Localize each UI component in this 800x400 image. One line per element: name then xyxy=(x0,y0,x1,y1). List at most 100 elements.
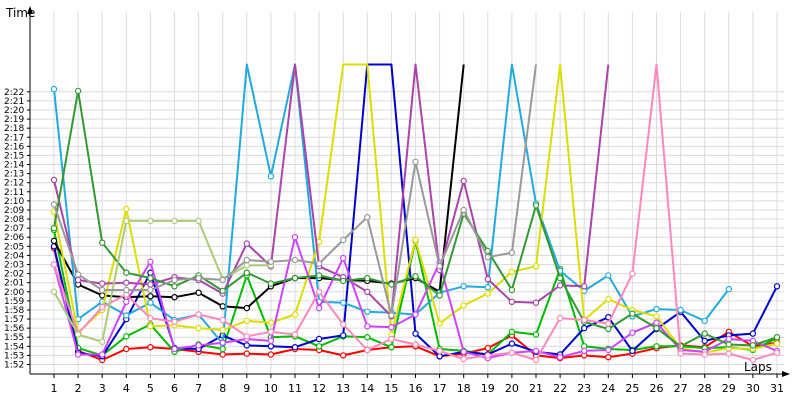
data-point xyxy=(725,341,733,348)
data-point xyxy=(219,326,226,334)
y-tick-label: 2:13 xyxy=(4,170,24,180)
x-tick-label: 11 xyxy=(288,382,302,395)
data-point xyxy=(243,350,250,357)
data-point xyxy=(315,335,323,343)
data-point xyxy=(219,339,226,346)
data-point xyxy=(653,324,660,332)
data-point xyxy=(532,347,540,355)
data-point xyxy=(50,201,58,208)
data-point xyxy=(147,217,154,225)
x-tick-label: 23 xyxy=(577,382,591,395)
x-tick-label: 14 xyxy=(360,382,374,395)
data-point xyxy=(556,274,564,282)
data-point xyxy=(291,256,299,264)
data-point xyxy=(773,334,781,341)
data-point xyxy=(147,299,154,306)
data-point xyxy=(219,276,226,284)
data-point xyxy=(484,275,491,283)
x-tick-label: 20 xyxy=(505,382,519,395)
data-point xyxy=(291,331,299,338)
data-point xyxy=(605,325,612,333)
y-tick-label: 1:53 xyxy=(4,351,24,361)
data-point xyxy=(532,263,540,270)
data-point xyxy=(74,271,82,278)
y-tick-label: 2:18 xyxy=(4,124,24,134)
data-point xyxy=(773,349,781,356)
data-point xyxy=(147,258,154,265)
data-point xyxy=(484,254,491,261)
data-point xyxy=(171,318,178,325)
data-point xyxy=(315,260,323,267)
data-point xyxy=(340,254,347,262)
x-tick-label: 21 xyxy=(529,382,543,395)
data-point xyxy=(147,274,154,282)
data-point xyxy=(291,274,299,282)
y-tick-label: 2:21 xyxy=(4,97,24,107)
data-point xyxy=(460,177,467,185)
x-tick-label: 26 xyxy=(650,382,664,395)
y-tick-label: 2:09 xyxy=(4,206,24,216)
data-point xyxy=(388,324,395,331)
data-point xyxy=(340,332,347,339)
data-point xyxy=(98,239,106,246)
data-point xyxy=(605,320,612,327)
y-tick-label: 2:04 xyxy=(4,251,24,261)
x-tick-label: 17 xyxy=(433,382,447,395)
data-point xyxy=(315,272,323,279)
y-tick-label: 2:10 xyxy=(4,197,24,207)
data-point xyxy=(508,249,516,256)
data-point xyxy=(98,292,106,299)
data-point xyxy=(653,319,660,326)
data-point xyxy=(98,280,106,287)
data-point xyxy=(74,351,82,358)
data-point xyxy=(412,158,419,165)
data-point xyxy=(340,352,347,359)
data-point xyxy=(605,346,612,354)
data-point xyxy=(267,173,275,180)
data-point xyxy=(195,289,202,296)
data-point xyxy=(412,311,419,318)
data-point xyxy=(243,304,250,312)
data-point xyxy=(484,352,491,359)
data-point xyxy=(123,217,130,225)
data-point xyxy=(171,276,178,284)
data-point xyxy=(123,279,130,286)
data-point xyxy=(195,311,202,318)
data-point xyxy=(123,333,130,340)
data-point xyxy=(123,205,130,213)
data-point xyxy=(460,348,467,355)
data-point xyxy=(581,283,588,290)
data-point xyxy=(581,324,588,332)
data-point xyxy=(74,87,82,95)
data-point xyxy=(364,308,371,315)
data-point xyxy=(388,281,395,288)
data-point xyxy=(388,335,395,343)
data-point xyxy=(243,240,250,247)
y-axis-title: Time xyxy=(5,6,35,20)
data-point xyxy=(749,342,757,349)
y-tick-label: 2:00 xyxy=(4,288,24,298)
data-point xyxy=(701,337,708,345)
y-tick-label: 2:20 xyxy=(4,106,24,116)
data-point xyxy=(340,299,347,306)
data-point xyxy=(243,262,250,269)
y-tick-label: 2:19 xyxy=(4,115,24,125)
y-tick-label: 2:03 xyxy=(4,261,24,271)
x-axis-title: Laps xyxy=(744,360,772,374)
data-point xyxy=(749,330,757,337)
data-point xyxy=(123,298,130,305)
data-point xyxy=(701,351,708,358)
x-tick-label: 1 xyxy=(51,382,58,395)
data-point xyxy=(532,202,540,209)
data-point xyxy=(171,294,178,301)
x-tick-label: 13 xyxy=(336,382,350,395)
data-point xyxy=(171,283,178,290)
y-tick-label: 2:08 xyxy=(4,215,24,225)
data-point xyxy=(147,344,154,351)
data-point xyxy=(147,323,154,330)
data-point xyxy=(50,85,58,93)
data-point xyxy=(267,343,275,350)
data-point xyxy=(291,233,299,241)
